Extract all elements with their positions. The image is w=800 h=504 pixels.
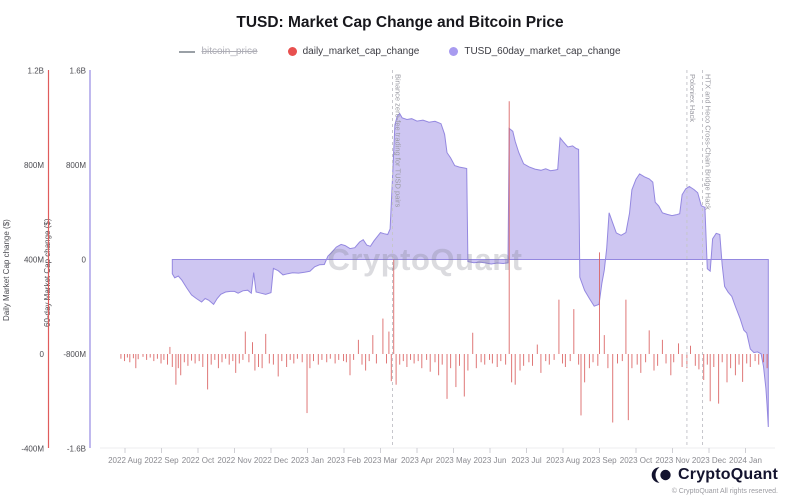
x-axis-tick-label: 2023 Feb <box>327 456 361 465</box>
x-axis-tick-label: 2023 Sep <box>582 456 617 465</box>
brand-name: CryptoQuant <box>678 466 778 483</box>
daily-axis-tick-label: 800M <box>24 161 44 170</box>
legend-item-bitcoin-price[interactable]: bitcoin_price <box>179 46 258 57</box>
x-axis-tick-label: 2023 Dec <box>692 456 726 465</box>
daily-axis-tick-label: 0 <box>40 350 45 359</box>
legend-label: TUSD_60day_market_cap_change <box>464 46 621 57</box>
left-axes: 1.2B 800M 400M 0 -400M 1.6B 800M 0 -800M -1.6B <box>21 67 91 454</box>
x-axis-tick-label: 2022 Sep <box>144 456 179 465</box>
x-axis-tick-label: 2023 Nov <box>655 456 689 465</box>
daily-axis-tick-label: 1.2B <box>28 67 44 76</box>
daily-axis-tick-label: -400M <box>21 445 44 454</box>
dot-marker-icon <box>449 47 459 56</box>
copyright-text: © CryptoQuant All rights reserved. <box>671 488 778 495</box>
area-60day-series <box>171 112 769 428</box>
annotations: Binance zero-fee trading for TUSD pairs P… <box>392 70 713 448</box>
x-axis-tick-label: 2022 Nov <box>217 456 251 465</box>
annotation-label: Poloniex Hack <box>688 74 697 122</box>
x-axis-tick-label: 2023 Jun <box>474 456 507 465</box>
x-axis-tick-label: 2023 Jan <box>291 456 324 465</box>
x-axis-tick-label: 2022 Dec <box>254 456 288 465</box>
x-axis-tick-label: 2023 Oct <box>620 456 653 465</box>
cryptoquant-logo: CryptoQuant <box>650 466 778 484</box>
annotation-label: HTX and Heco Cross-Chain Bridge Hack <box>704 74 713 210</box>
x-axis-tick-label: 2023 Mar <box>364 456 398 465</box>
60day-axis-tick-label: -1.6B <box>67 445 86 454</box>
60day-axis-tick-label: 800M <box>66 161 86 170</box>
x-axis-tick-label: 2023 Jul <box>511 456 541 465</box>
x-axis-tick-label: 2023 Apr <box>401 456 433 465</box>
chart-title: TUSD: Market Cap Change and Bitcoin Pric… <box>236 14 564 31</box>
daily-bars-series <box>120 101 768 423</box>
legend-label: daily_market_cap_change <box>302 46 420 57</box>
x-axis-tick-label: 2023 Aug <box>546 456 580 465</box>
daily-axis-tick-label: 400M <box>24 256 44 265</box>
legend-item-tusd-60day-market-cap-change[interactable]: TUSD_60day_market_cap_change <box>449 46 621 57</box>
dot-marker-icon <box>287 47 297 56</box>
60day-axis-tick-label: 1.6B <box>70 67 86 76</box>
60day-axis-tick-label: 0 <box>82 256 87 265</box>
x-axis: 2022 Aug 2022 Sep 2022 Oct 2022 Nov 2022 Dec… <box>100 447 775 465</box>
x-axis-tick-label: 2023 May <box>436 456 471 465</box>
legend-label: bitcoin_price <box>201 46 258 57</box>
x-axis-tick-label: 2022 Aug <box>108 456 142 465</box>
60day-axis-tick-label: -800M <box>63 350 86 359</box>
line-marker-icon <box>179 50 196 53</box>
legend-item-daily-market-cap-change[interactable]: daily_market_cap_change <box>287 46 420 57</box>
x-axis-tick-label: 2022 Oct <box>182 456 215 465</box>
cryptoquant-logo-icon <box>651 467 671 483</box>
legend: bitcoin_price daily_market_cap_change TU… <box>0 46 800 57</box>
area-60day-path <box>171 112 769 428</box>
x-axis-tick-label: 2024 Jan <box>729 456 762 465</box>
annotation-label: Binance zero-fee trading for TUSD pairs <box>394 74 403 208</box>
